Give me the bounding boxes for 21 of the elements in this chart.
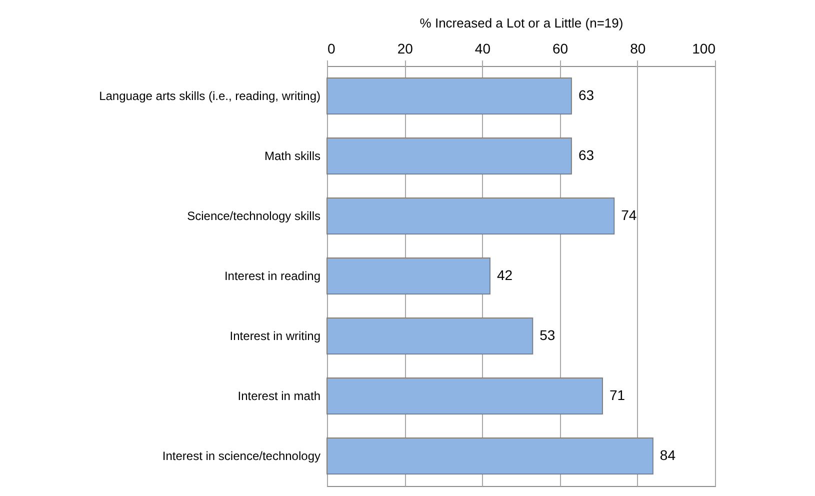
y-tick-label: Interest in writing xyxy=(230,329,320,343)
data-label: 74 xyxy=(621,207,637,223)
data-label: 63 xyxy=(578,147,594,163)
y-tick-label: Science/technology skills xyxy=(187,209,320,223)
y-tick-label: Interest in science/technology xyxy=(162,449,320,463)
data-label: 42 xyxy=(496,267,513,283)
x-tick-label: 80 xyxy=(630,40,646,56)
y-tick-label: Language arts skills (i.e., reading, writing) xyxy=(99,89,321,103)
x-tick-label: 40 xyxy=(474,40,491,56)
y-tick-label: Math skills xyxy=(264,149,320,163)
y-tick-label: Interest in reading xyxy=(224,269,320,283)
x-axis-title: % Increased a Lot or a Little (n=19) xyxy=(420,16,624,30)
data-label: 84 xyxy=(660,447,676,463)
x-tick-label: 20 xyxy=(397,40,414,56)
x-tick-label: 0 xyxy=(328,40,336,56)
x-tick-label: 60 xyxy=(552,40,568,56)
data-label: 63 xyxy=(578,87,594,103)
data-label: 71 xyxy=(609,387,626,403)
y-tick-label: Interest in math xyxy=(238,389,320,403)
x-tick-label: 100 xyxy=(692,40,716,56)
data-label: 53 xyxy=(540,327,556,343)
